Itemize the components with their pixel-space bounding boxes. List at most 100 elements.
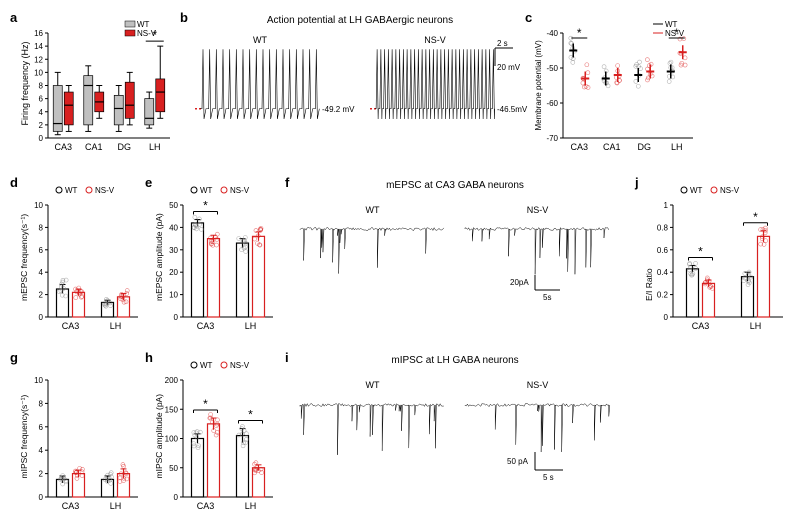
svg-text:CA3: CA3 (54, 142, 72, 152)
svg-text:20 mV: 20 mV (497, 63, 521, 72)
svg-text:-40: -40 (546, 29, 558, 38)
svg-text:10: 10 (34, 376, 43, 385)
panel-f-label: f (285, 175, 289, 190)
svg-text:20pA: 20pA (510, 278, 529, 287)
svg-text:CA3: CA3 (692, 321, 710, 331)
svg-text:8: 8 (39, 399, 44, 408)
svg-text:2 s: 2 s (497, 39, 508, 48)
svg-text:14: 14 (34, 42, 43, 51)
svg-text:CA3: CA3 (197, 321, 215, 331)
svg-text:LH: LH (671, 142, 683, 152)
svg-text:0.8: 0.8 (657, 223, 669, 232)
svg-text:*: * (698, 244, 703, 258)
svg-text:Firing frequency (Hz): Firing frequency (Hz) (20, 41, 30, 125)
svg-text:0: 0 (39, 134, 44, 143)
panel-c-label: c (525, 10, 532, 25)
svg-text:5s: 5s (543, 293, 551, 302)
panel-i-traces: WTNS-V50 pA5 s (285, 370, 625, 515)
svg-text:E/I Ratio: E/I Ratio (644, 268, 654, 301)
svg-text:NS-V: NS-V (230, 186, 250, 195)
svg-text:2: 2 (39, 291, 44, 300)
svg-text:CA3: CA3 (62, 501, 80, 511)
svg-text:NS-V: NS-V (527, 205, 549, 215)
svg-text:DG: DG (638, 142, 652, 152)
panel-b-label: b (180, 10, 188, 25)
svg-text:1: 1 (664, 201, 669, 210)
svg-text:0: 0 (39, 493, 44, 502)
svg-text:6: 6 (39, 95, 44, 104)
svg-text:40: 40 (169, 223, 178, 232)
svg-text:-60: -60 (546, 99, 558, 108)
svg-text:-70: -70 (546, 134, 558, 143)
panel-d: d 0246810mEPSC frequency(s⁻¹)WTNS-VCA3LH (10, 175, 140, 335)
svg-text:WT: WT (137, 20, 150, 29)
svg-text:0: 0 (664, 313, 669, 322)
svg-text:0: 0 (174, 493, 179, 502)
svg-text:mEPSC amplitude (pA): mEPSC amplitude (pA) (154, 213, 164, 301)
svg-text:4: 4 (39, 446, 44, 455)
svg-text:*: * (152, 28, 157, 42)
panel-a-label: a (10, 10, 17, 25)
svg-text:WT: WT (690, 186, 703, 195)
svg-text:0.6: 0.6 (657, 246, 669, 255)
panel-b: b Action potential at LH GABAergic neuro… (180, 10, 520, 160)
svg-text:0.2: 0.2 (657, 291, 669, 300)
svg-text:*: * (577, 26, 582, 40)
svg-text:-49.2 mV: -49.2 mV (322, 105, 355, 114)
svg-text:CA3: CA3 (197, 501, 215, 511)
panel-g-label: g (10, 350, 18, 365)
svg-text:5 s: 5 s (543, 473, 554, 482)
panel-d-label: d (10, 175, 18, 190)
svg-text:2: 2 (39, 121, 44, 130)
panel-f: f mEPSC at CA3 GABA neurons WTNS-V20pA5s (285, 175, 625, 335)
panel-j-label: j (635, 175, 639, 190)
panel-j: j 00.20.40.60.81E/I RatioWTNS-VCA3LH** (635, 175, 785, 335)
svg-text:mEPSC frequency(s⁻¹): mEPSC frequency(s⁻¹) (19, 214, 29, 301)
panel-f-traces: WTNS-V20pA5s (285, 195, 625, 335)
panel-e: e 01020304050mEPSC amplitude (pA)WTNS-VC… (145, 175, 275, 335)
svg-text:LH: LH (110, 501, 122, 511)
svg-text:mIPSC frequency(s⁻¹): mIPSC frequency(s⁻¹) (19, 394, 29, 478)
svg-text:*: * (203, 397, 208, 411)
svg-text:8: 8 (39, 82, 44, 91)
svg-text:30: 30 (169, 246, 178, 255)
panel-c: c -70-60-50-40Membrane potential (mV)WTN… (525, 10, 695, 160)
svg-text:WT: WT (200, 361, 213, 370)
svg-text:200: 200 (165, 376, 179, 385)
svg-text:100: 100 (165, 435, 179, 444)
svg-text:Membrane potential (mV): Membrane potential (mV) (534, 40, 543, 131)
svg-text:6: 6 (39, 423, 44, 432)
panel-a: a 0246810121416Firing frequency (Hz)WTNS… (10, 10, 170, 160)
svg-text:LH: LH (245, 321, 257, 331)
svg-text:LH: LH (149, 142, 161, 152)
svg-text:LH: LH (245, 501, 257, 511)
panel-j-chart: 00.20.40.60.81E/I RatioWTNS-VCA3LH** (643, 185, 788, 335)
svg-text:12: 12 (34, 55, 43, 64)
svg-text:WT: WT (65, 186, 78, 195)
svg-text:50: 50 (169, 464, 178, 473)
panel-f-title: mEPSC at CA3 GABA neurons (325, 180, 585, 191)
svg-text:*: * (203, 199, 208, 213)
svg-text:CA1: CA1 (603, 142, 621, 152)
svg-text:8: 8 (39, 223, 44, 232)
svg-text:-50: -50 (546, 64, 558, 73)
svg-text:-46.5mV: -46.5mV (497, 105, 528, 114)
panel-g: g 0246810mIPSC frequency(s⁻¹)CA3LH (10, 350, 140, 515)
svg-text:4: 4 (39, 268, 44, 277)
svg-text:DG: DG (118, 142, 132, 152)
panel-h-label: h (145, 350, 153, 365)
panel-e-label: e (145, 175, 152, 190)
svg-text:CA3: CA3 (62, 321, 80, 331)
svg-text:WT: WT (253, 35, 267, 45)
svg-text:*: * (248, 408, 253, 422)
panel-a-chart: 0246810121416Firing frequency (Hz)WTNS-V… (20, 18, 175, 158)
panel-h-chart: 050100150200mIPSC amplitude (pA)WTNS-VCA… (153, 360, 278, 515)
panel-c-chart: -70-60-50-40Membrane potential (mV)WTNS-… (533, 18, 698, 158)
svg-text:CA1: CA1 (85, 142, 103, 152)
svg-text:16: 16 (34, 29, 43, 38)
panel-b-traces: WT-49.2 mVNS-V-46.5mV2 s20 mV (180, 30, 520, 160)
svg-text:NS-V: NS-V (424, 35, 446, 45)
panel-i: i mIPSC at LH GABA neurons WTNS-V50 pA5 … (285, 350, 625, 515)
svg-text:mIPSC amplitude (pA): mIPSC amplitude (pA) (154, 394, 164, 479)
panel-e-chart: 01020304050mEPSC amplitude (pA)WTNS-VCA3… (153, 185, 278, 335)
